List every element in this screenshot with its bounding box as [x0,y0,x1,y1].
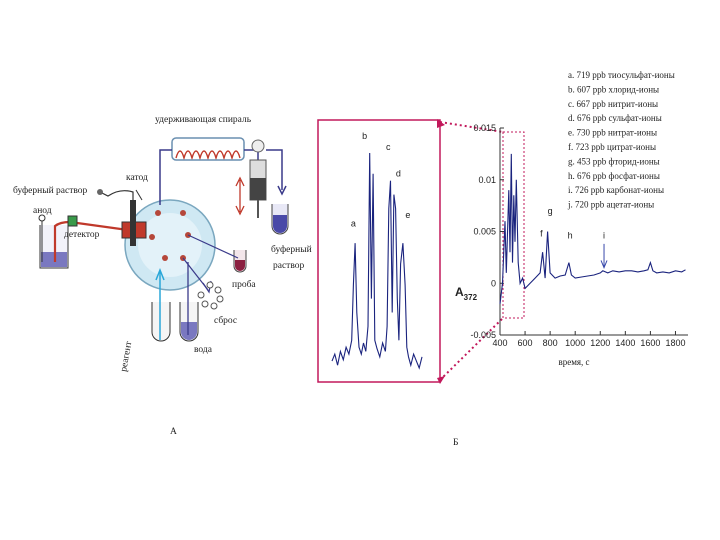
label-anode: анод [33,206,52,216]
vial [151,302,171,342]
tube [266,149,283,190]
x-tick-label: 1800 [665,338,685,348]
arrow [277,185,287,196]
peak-label: i [603,231,605,241]
peak-label: e [405,210,410,220]
label-sample: проба [232,279,256,290]
label-reagent: реагент [119,340,134,373]
inset-frame [317,119,441,383]
y-tick-label: 0.01 [478,175,496,185]
arrow [155,267,165,281]
y-tick-label: 0 [491,278,496,288]
tube [159,149,172,205]
syringe-plunger [250,178,266,200]
valve-inner [138,213,202,277]
cable [99,190,134,200]
x-axis-label: время, с [558,357,589,367]
valve-head [251,139,265,153]
electrode-terminal [38,214,46,222]
peak-label: g [548,206,553,216]
x-tick-label: 1000 [565,338,585,348]
legend-entry: h. 676 ppb фосфат-ионы [568,171,660,181]
legend-entry: f. 723 ppb цитрат-ионы [568,142,656,152]
peak-label: b [362,131,367,141]
panel-label: Б [453,438,458,448]
data-line [499,153,686,304]
arrow [600,243,608,270]
legend-entry: b. 607 ppb хлорид-ионы [568,84,659,94]
y-tick-label: 0.015 [473,123,496,133]
label-buffer: буферный раствор [13,185,88,196]
x-tick-label: 1200 [590,338,610,348]
peak-label: a [351,219,356,229]
cable-end [97,189,103,195]
waste-ring [197,281,224,310]
legend-entry: g. 453 ppb фторид-ионы [568,156,660,166]
tube [187,234,239,259]
label-detector: детектор [64,230,100,240]
peak-label: f [540,229,543,239]
x-tick-label: 1400 [615,338,635,348]
spiral-housing [171,137,245,161]
legend-entry: j. 720 ppb ацетат-ионы [567,200,654,210]
y-tick-label: 0.005 [473,227,496,237]
vial-liquid [273,215,287,233]
peak-label: d [396,169,401,179]
y-axis-label: A372 [455,285,478,302]
peak-label: c [386,142,391,152]
y-label: A [455,285,464,299]
apparatus [38,137,289,342]
label-buffer: буферный [271,244,312,255]
electrode [130,200,136,246]
legend-entry: d. 676 ppb сульфат-ионы [568,113,662,123]
vial-liquid [181,322,197,340]
spiral-coil [175,150,241,161]
label-spiral: удерживающая спираль [155,115,252,125]
legend-entry: e. 730 ppb нитрат-ионы [568,128,657,138]
label-water: вода [194,345,213,355]
label-buffer: раствор [273,261,305,271]
detector-box [67,215,78,227]
label-cathode: катод [126,173,148,183]
data-line [331,152,423,370]
vial-liquid [235,260,245,271]
x-tick-label: 800 [543,338,558,348]
legend-entry: i. 726 ppb карбонат-ионы [568,185,664,195]
zoom-connector [439,121,504,381]
y-label-sub: 372 [464,293,478,302]
peak-label: h [568,231,573,241]
x-tick-label: 1600 [640,338,660,348]
leader-line [135,189,143,201]
motion-arrow [235,176,245,216]
y-tick-label: -0.005 [470,330,496,340]
panel-label: А [170,427,177,437]
zoom-box [502,131,525,319]
legend-entry: c. 667 ppb нитрит-ионы [568,99,658,109]
x-tick-label: 600 [518,338,533,348]
x-tick-label: 400 [492,338,507,348]
label-waste: сброс [214,315,237,326]
legend-entry: a. 719 ppb тиосульфат-ионы [568,70,675,80]
